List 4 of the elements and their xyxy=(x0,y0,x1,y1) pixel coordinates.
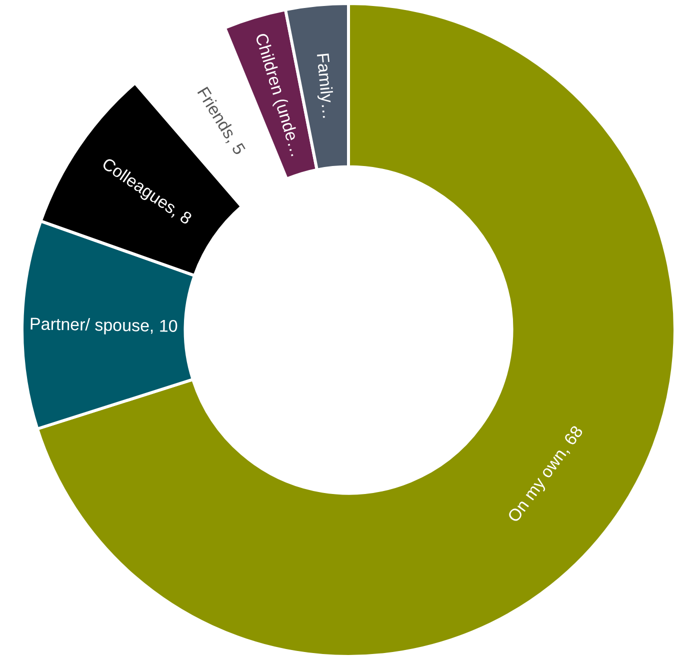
slice-label: Partner/ spouse, 10 xyxy=(29,314,178,336)
slice-label: Family… xyxy=(312,52,338,120)
slice-label: On my own, 68 xyxy=(504,422,587,526)
slice-label: Children (unde… xyxy=(251,30,306,160)
